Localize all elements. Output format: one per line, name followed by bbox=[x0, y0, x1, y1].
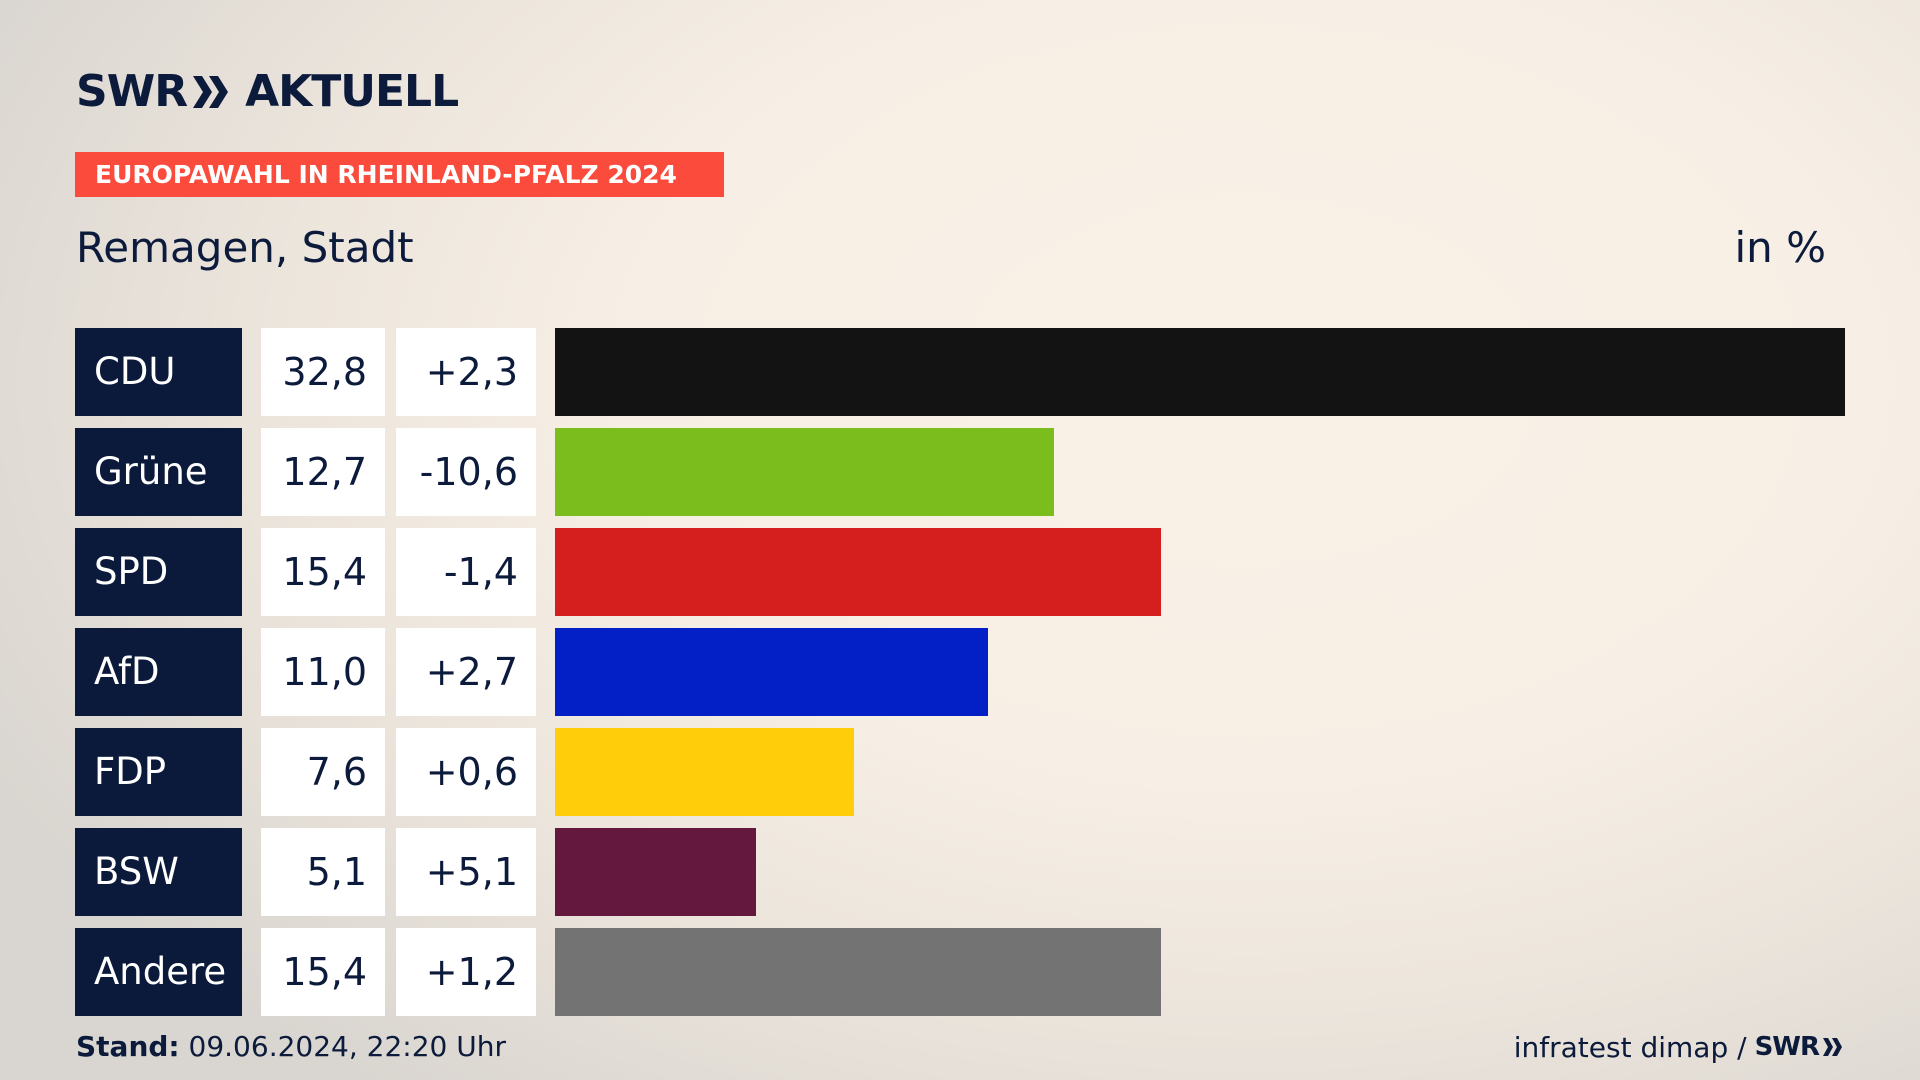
result-bar bbox=[555, 628, 988, 716]
result-row: BSW 5,1 +5,1 bbox=[75, 828, 1845, 916]
value-label: 5,1 bbox=[261, 828, 385, 916]
party-label: BSW bbox=[75, 828, 242, 916]
value-label: 11,0 bbox=[261, 628, 385, 716]
result-bar bbox=[555, 928, 1161, 1016]
swr-aktuell-logo: SWR AKTUELL bbox=[76, 66, 459, 117]
timestamp: Stand: 09.06.2024, 22:20 Uhr bbox=[76, 1029, 506, 1065]
logo-aktuell-text: AKTUELL bbox=[245, 66, 459, 117]
party-label: Grüne bbox=[75, 428, 242, 516]
unit-label: in % bbox=[1734, 223, 1826, 272]
double-chevron-icon bbox=[193, 76, 229, 108]
result-row: CDU 32,8 +2,3 bbox=[75, 328, 1845, 416]
chart-subtitle: Remagen, Stadt bbox=[76, 223, 414, 272]
result-row: AfD 11,0 +2,7 bbox=[75, 628, 1845, 716]
value-label: 15,4 bbox=[261, 528, 385, 616]
party-label: AfD bbox=[75, 628, 242, 716]
stand-value: 09.06.2024, 22:20 Uhr bbox=[188, 1030, 506, 1063]
source-swr-logo: SWR bbox=[1754, 1032, 1820, 1062]
logo-swr-text: SWR bbox=[76, 66, 188, 117]
diff-label: -10,6 bbox=[396, 428, 536, 516]
party-label: FDP bbox=[75, 728, 242, 816]
result-bar bbox=[555, 728, 854, 816]
double-chevron-icon bbox=[1823, 1038, 1842, 1056]
source-credit: infratest dimap / SWR bbox=[1514, 1029, 1844, 1065]
source-text: infratest dimap / bbox=[1513, 1030, 1747, 1064]
value-label: 32,8 bbox=[261, 328, 385, 416]
stand-label: Stand: bbox=[76, 1030, 180, 1063]
value-label: 12,7 bbox=[261, 428, 385, 516]
diff-label: +0,6 bbox=[396, 728, 536, 816]
result-row: Andere 15,4 +1,2 bbox=[75, 928, 1845, 1016]
value-label: 15,4 bbox=[261, 928, 385, 1016]
result-row: FDP 7,6 +0,6 bbox=[75, 728, 1845, 816]
diff-label: +2,3 bbox=[396, 328, 536, 416]
result-bar bbox=[555, 528, 1161, 616]
result-row: SPD 15,4 -1,4 bbox=[75, 528, 1845, 616]
party-label: CDU bbox=[75, 328, 242, 416]
result-bar bbox=[555, 828, 756, 916]
party-label: Andere bbox=[75, 928, 242, 1016]
diff-label: +1,2 bbox=[396, 928, 536, 1016]
result-row: Grüne 12,7 -10,6 bbox=[75, 428, 1845, 516]
diff-label: +2,7 bbox=[396, 628, 536, 716]
party-label: SPD bbox=[75, 528, 242, 616]
result-bar bbox=[555, 428, 1054, 516]
result-bar bbox=[555, 328, 1845, 416]
election-banner: EUROPAWAHL IN RHEINLAND-PFALZ 2024 bbox=[75, 152, 724, 197]
value-label: 7,6 bbox=[261, 728, 385, 816]
diff-label: -1,4 bbox=[396, 528, 536, 616]
diff-label: +5,1 bbox=[396, 828, 536, 916]
